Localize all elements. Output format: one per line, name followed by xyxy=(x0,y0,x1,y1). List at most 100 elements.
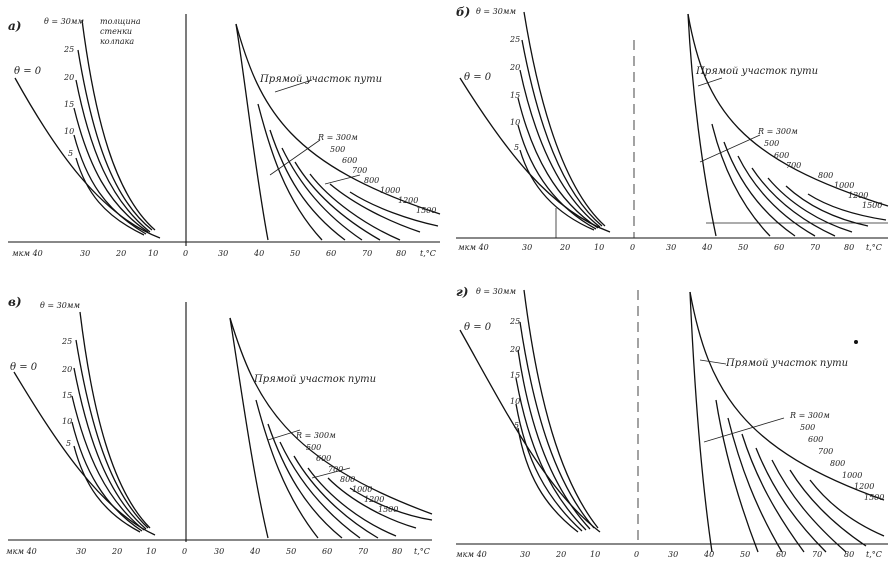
panel-b-theta-tick-20: 20 xyxy=(509,63,520,72)
panel-v-x-tick-20: 20 xyxy=(111,547,122,556)
panel-b-curve-r1200 xyxy=(807,193,887,221)
panel-b-theta0-label: θ = 0 xyxy=(464,72,492,83)
panel-a-leader-straight xyxy=(274,79,313,93)
panel-g-letter: г) xyxy=(456,285,468,299)
panel-g-theta-tick-5: 5 xyxy=(514,421,519,430)
panel-a-curve-15 xyxy=(73,107,149,233)
panel-b-theta-tick-10: 10 xyxy=(510,118,520,127)
panel-g-x-tick-r70: 70 xyxy=(812,550,822,559)
panel-a-x-tick-30: 30 xyxy=(80,249,90,258)
panel-b-x-tick-r30: 30 xyxy=(666,243,676,252)
panel-b-letter: б) xyxy=(456,5,470,19)
panel-a-curve-r1000 xyxy=(329,183,421,233)
panel-a-envelope-curve xyxy=(235,23,441,215)
panel-v-letter: в) xyxy=(8,295,22,309)
panel-v-curve-15 xyxy=(71,395,145,531)
panel-b-theta-tick-5: 5 xyxy=(514,143,519,152)
panel-v-curve-r1000 xyxy=(327,477,417,529)
panel-b-theta-tick-15: 15 xyxy=(510,91,520,100)
panel-a-x-tick-r60: 60 xyxy=(326,249,336,258)
panel-a-leader-r800 xyxy=(324,174,361,185)
panel-b-r-600: 600 xyxy=(774,151,789,160)
panel-b-x-tick-10: 10 xyxy=(594,243,604,252)
panel-a-r-1000: 1000 xyxy=(380,186,400,195)
panel-a-r-600: 600 xyxy=(342,156,357,165)
panel-g-x-tick-0: 0 xyxy=(634,550,639,559)
panel-a-x-tick-r40: 40 xyxy=(253,249,264,258)
panel-a-curve-r700 xyxy=(294,161,381,241)
panel-g-x-tick-20: 20 xyxy=(555,550,566,559)
panel-v-curve-r300 xyxy=(255,399,319,539)
panel-v-x-tick-r80: 80 xyxy=(392,547,402,556)
panel-g-curve-r1200 xyxy=(809,479,885,537)
panel-v-theta-tick-20: 20 xyxy=(61,365,72,374)
panel-g-curve-r500 xyxy=(727,417,783,553)
panel-b-leader-r300 xyxy=(699,134,761,163)
panel-b-curve-r300 xyxy=(711,123,771,237)
panel-g-r-700: 700 xyxy=(818,447,833,456)
panel-v-r-700: 700 xyxy=(328,465,343,474)
panel-v-x-tick-40: мкм 40 xyxy=(6,547,37,556)
panel-g-curve-theta0 xyxy=(459,329,601,533)
panel-a-x-tick-0: 0 xyxy=(183,249,188,258)
panel-v: в) θ = 0 θ = 30мм 25 20 15 10 5 Прямой у… xyxy=(6,295,433,556)
panel-v-x-tick-r30: 30 xyxy=(214,547,224,556)
panel-v-x-tick-0: 0 xyxy=(182,547,187,556)
panel-g-r-1200: 1200 xyxy=(854,482,874,491)
panel-b-curve-r500 xyxy=(723,141,796,237)
panel-v-curve-25 xyxy=(75,339,149,529)
panel-g-theta0-label: θ = 0 xyxy=(464,322,492,333)
panel-g-r-1500: 1500 xyxy=(864,493,884,502)
panel-a-wall-label: θ = 30мм xyxy=(44,17,84,26)
panel-v-r-800: 800 xyxy=(340,475,355,484)
panel-v-x-tick-r70: 70 xyxy=(358,547,368,556)
panel-b-r-1200: 1200 xyxy=(848,191,868,200)
panel-g-curve-r700 xyxy=(755,447,827,553)
panel-g-theta-tick-15: 15 xyxy=(510,371,520,380)
panel-a-curve-wall30 xyxy=(81,19,156,231)
panel-a-curve-r600 xyxy=(281,147,363,241)
panel-v-r-1500: 1500 xyxy=(378,505,398,514)
panel-g-curve-25 xyxy=(519,321,595,529)
panel-b-r-800: 800 xyxy=(818,171,833,180)
panel-a-r-800: 800 xyxy=(364,176,379,185)
panel-a-x-tick-40: мкм 40 xyxy=(12,249,43,258)
panel-a-curve-25 xyxy=(77,49,153,231)
panel-g-wall-label: θ = 30мм xyxy=(476,287,516,296)
panel-v-theta0-label: θ = 0 xyxy=(10,362,38,373)
panel-b-r-1000: 1000 xyxy=(834,181,854,190)
panel-v-theta-tick-10: 10 xyxy=(62,417,72,426)
panel-v-leader-r300 xyxy=(267,429,301,441)
panel-a-theta-tick-25: 25 xyxy=(63,45,74,54)
panel-b-curve-5 xyxy=(519,149,595,231)
panel-g-r-800: 800 xyxy=(830,459,845,468)
panel-g-theta-tick-25: 25 xyxy=(509,317,520,326)
panel-v-theta-tick-15: 15 xyxy=(62,391,72,400)
panel-b-theta-tick-25: 25 xyxy=(509,35,520,44)
panel-b-x-tick-0: 0 xyxy=(630,243,635,252)
panel-a-x-tick-r80: 80 xyxy=(396,249,406,258)
panel-a-theta0-label: θ = 0 xyxy=(14,66,42,77)
panel-g-x-tick-r30: 30 xyxy=(668,550,678,559)
panel-a-curve-20 xyxy=(75,79,151,233)
panel-g-x-tick-10: 10 xyxy=(590,550,600,559)
panel-g-x-tick-r40: 40 xyxy=(703,550,714,559)
panel-b-steep-curve xyxy=(687,13,717,237)
panel-a-x-tick-r70: 70 xyxy=(362,249,372,258)
panel-g-r-500: 500 xyxy=(800,423,815,432)
panel-v-r-1000: 1000 xyxy=(352,485,372,494)
panel-v-x-unit: t,°C xyxy=(414,547,430,556)
panel-b-curve-r700 xyxy=(751,167,836,237)
panel-b-curve-25 xyxy=(521,39,603,227)
panel-a-letter: a) xyxy=(8,19,21,33)
panel-b-x-tick-r40: 40 xyxy=(701,243,712,252)
panel-g-curve-r1000 xyxy=(789,469,867,547)
panel-g-leader-r300 xyxy=(703,417,785,443)
panel-b-x-tick-r60: 60 xyxy=(774,243,784,252)
panel-a-x-tick-r50: 50 xyxy=(290,249,300,258)
panel-a-curve-10 xyxy=(73,134,147,235)
panel-b-x-tick-40: мкм 40 xyxy=(458,243,489,252)
panel-b: б) θ = 0 θ = 30мм 25 20 15 10 5 Прямой у… xyxy=(456,5,889,252)
